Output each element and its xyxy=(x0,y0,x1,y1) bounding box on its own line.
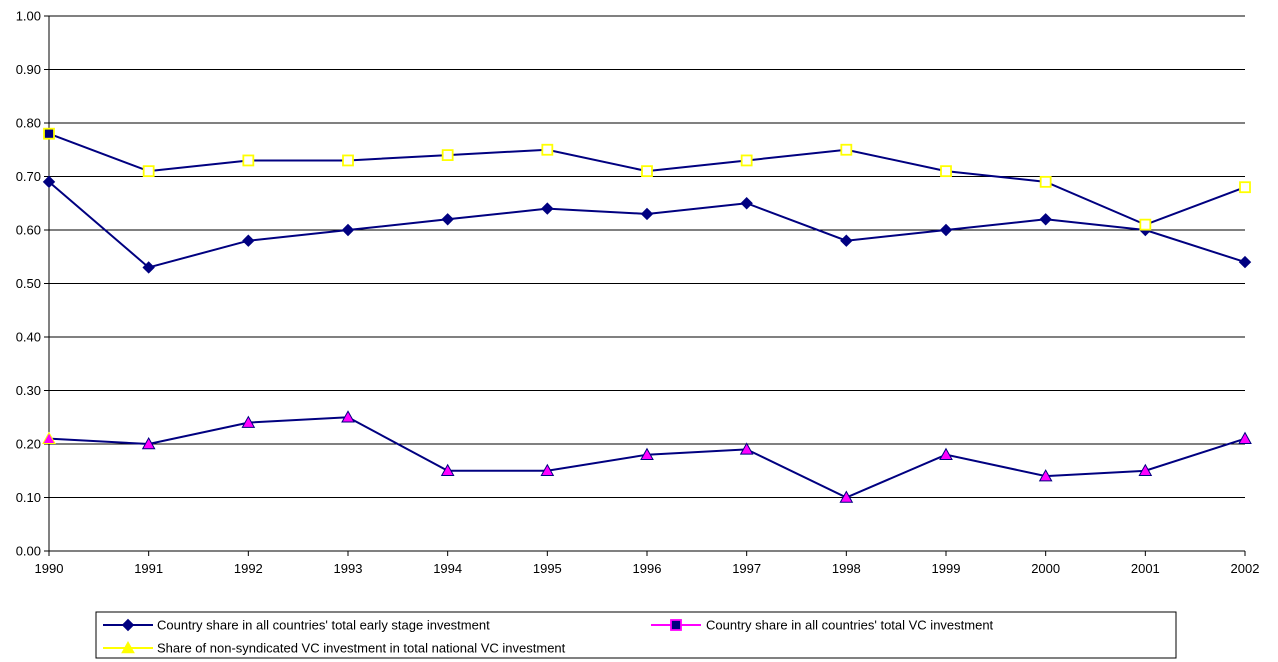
legend-swatch-marker xyxy=(121,640,135,654)
series-2 xyxy=(43,127,1251,231)
data-point xyxy=(440,463,455,477)
series-group xyxy=(42,127,1252,503)
data-point xyxy=(441,213,454,226)
legend-label: Country share in all countries' total ea… xyxy=(157,618,490,633)
data-point xyxy=(42,175,56,189)
data-point xyxy=(43,127,55,140)
data-point xyxy=(839,490,854,503)
data-point xyxy=(1039,213,1052,226)
series-1 xyxy=(42,175,1252,274)
data-point xyxy=(939,447,953,460)
data-point xyxy=(1239,181,1251,194)
data-point xyxy=(1238,255,1252,269)
data-point xyxy=(441,149,454,162)
x-tick-label: 1999 xyxy=(932,561,961,576)
y-tick-label: 0.10 xyxy=(16,490,41,505)
legend-item: Country share in all countries' total ea… xyxy=(103,618,490,633)
data-point xyxy=(541,202,554,215)
legend-box xyxy=(95,611,1177,659)
legend-label: Share of non-syndicated VC investment in… xyxy=(157,641,566,656)
series-3 xyxy=(42,410,1252,503)
data-point xyxy=(241,415,256,428)
data-point xyxy=(541,143,554,156)
data-point xyxy=(740,197,753,210)
y-tick-label: 0.20 xyxy=(16,437,41,452)
x-tick-label: 2001 xyxy=(1131,561,1160,576)
data-point xyxy=(42,431,56,444)
data-point xyxy=(840,234,853,247)
x-tick-label: 1991 xyxy=(134,561,163,576)
y-tick-label: 0.70 xyxy=(16,169,41,184)
y-tick-label: 0.30 xyxy=(16,383,41,398)
legend-item: Country share in all countries' total VC… xyxy=(651,618,994,633)
data-point xyxy=(142,261,155,274)
y-tick-label: 0.90 xyxy=(16,62,41,77)
legend-swatch-marker xyxy=(670,619,682,631)
data-point xyxy=(342,154,354,167)
x-tick-label: 2002 xyxy=(1231,561,1260,576)
series-line xyxy=(48,181,1246,269)
data-point xyxy=(739,442,754,455)
y-tick-label: 0.50 xyxy=(16,276,41,291)
x-tick-label: 1995 xyxy=(533,561,562,576)
y-tick-label: 1.00 xyxy=(16,9,41,24)
axes: 0.00 0.10 0.20 0.30 0.40 0.50 0.60 0.70 0.80 0.90… xyxy=(16,9,1260,577)
data-point xyxy=(341,223,355,237)
x-tick-label: 1996 xyxy=(633,561,662,576)
legend-label: Country share in all countries' total VC… xyxy=(706,618,994,633)
data-point xyxy=(940,165,952,178)
data-point xyxy=(640,447,654,460)
data-point xyxy=(1238,431,1252,444)
data-point xyxy=(540,463,555,477)
x-tick-label: 1992 xyxy=(234,561,263,576)
x-tick-label: 1997 xyxy=(732,561,761,576)
data-point xyxy=(341,410,355,423)
data-point xyxy=(1139,218,1152,231)
y-tick-label: 0.80 xyxy=(16,116,41,131)
legend-item: Share of non-syndicated VC investment in… xyxy=(103,641,566,656)
y-tick-label: 0.40 xyxy=(16,330,41,345)
data-point xyxy=(242,154,255,167)
data-point xyxy=(141,436,156,450)
data-point xyxy=(641,165,653,178)
x-tick-label: 2000 xyxy=(1031,561,1060,576)
data-point xyxy=(1039,175,1052,188)
y-tick-label: 0.60 xyxy=(16,223,41,238)
data-point xyxy=(640,207,654,221)
data-point xyxy=(242,234,255,247)
data-point xyxy=(939,223,953,237)
y-tick-label: 0.00 xyxy=(16,544,41,559)
x-tick-label: 1993 xyxy=(334,561,363,576)
x-tick-label: 1998 xyxy=(832,561,861,576)
gridlines xyxy=(49,15,1245,498)
data-point xyxy=(740,154,753,167)
legend: Country share in all countries' total ea… xyxy=(95,611,1177,659)
data-point xyxy=(1138,463,1153,477)
x-tick-label: 1994 xyxy=(433,561,462,576)
data-point xyxy=(142,165,155,178)
legend-swatch-marker xyxy=(121,618,135,632)
data-point xyxy=(840,143,853,156)
x-tick-label: 1990 xyxy=(35,561,64,576)
data-point xyxy=(1038,469,1053,482)
